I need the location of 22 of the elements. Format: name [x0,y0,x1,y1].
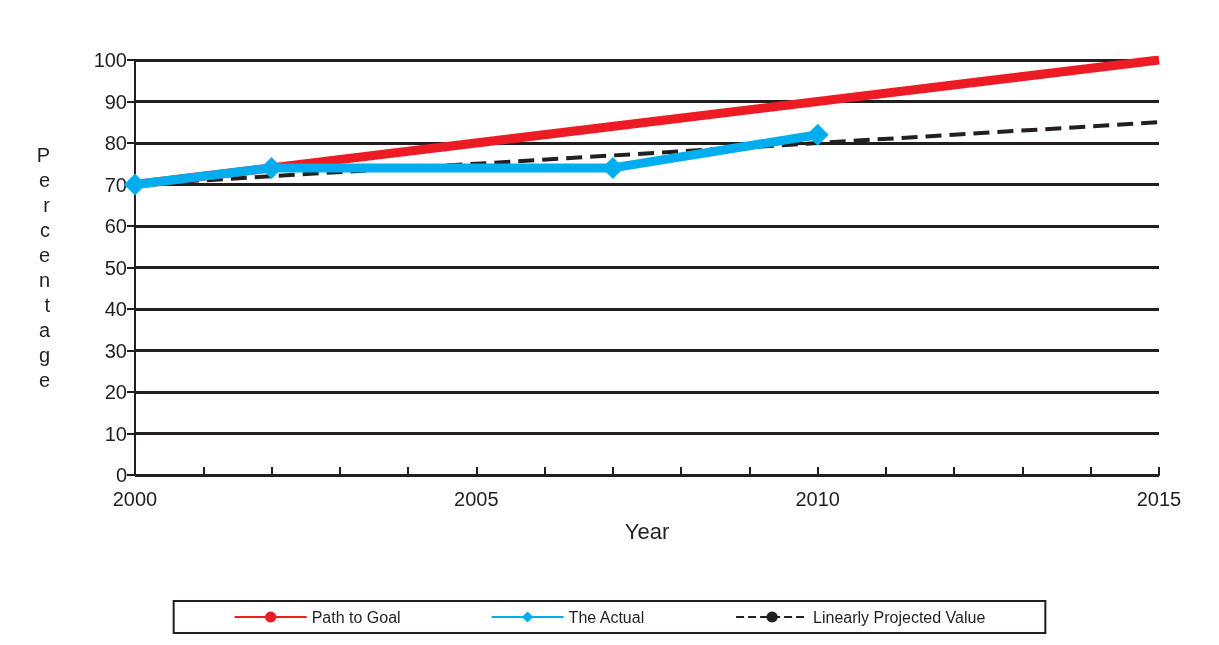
y-tick-label: 30 [104,339,127,362]
legend-label: Path to Goal [311,608,401,626]
legend-label: The Actual [568,608,645,626]
y-tick-label: 60 [104,215,127,237]
y-tick-label: 0 [115,464,127,486]
point [806,123,829,146]
y-tick-label: 80 [104,132,127,154]
y-tick-label: 100 [93,49,127,71]
x-tick-label: 2000 [112,488,158,510]
x-tick-label: 2015 [1136,488,1182,510]
y-tick-label: 40 [104,298,127,320]
x-tick-label: 2010 [795,488,840,510]
point [124,173,146,196]
y-tick-label: 50 [104,256,127,279]
y-tick-label: 10 [104,422,127,445]
y-tick-label: 90 [104,90,127,113]
legend-label: Linearly Projected Value [813,608,986,626]
text: Percentage [36,144,50,391]
y-tick-label: 70 [104,173,127,196]
x-axis-title: Year [624,518,670,544]
y-tick-label: 20 [104,381,127,403]
x-tick-label: 2005 [454,488,499,510]
